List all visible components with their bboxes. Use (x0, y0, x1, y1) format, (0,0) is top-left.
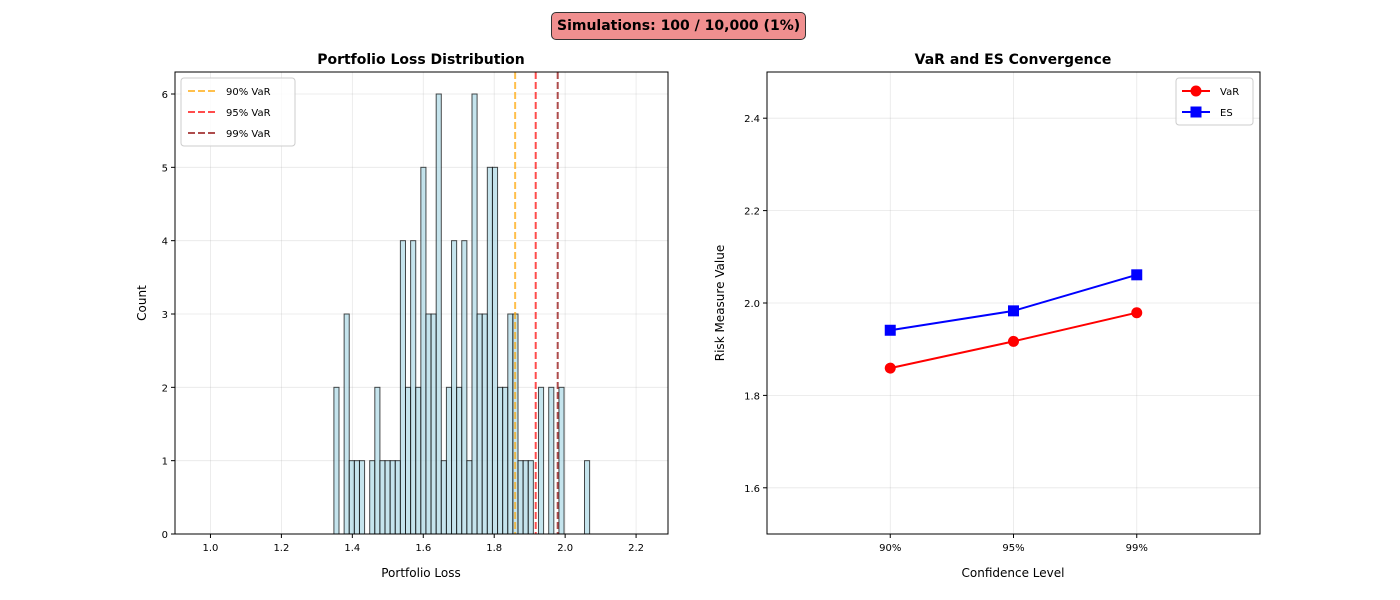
histogram-bar (471, 93, 478, 535)
x-tick-label: 90% (879, 543, 901, 554)
histogram-bar (456, 386, 463, 535)
convergence-ylabel: Risk Measure Value (713, 245, 727, 361)
loss-distribution-axes: Portfolio Loss Distribution 1.0 1.2 1.4 1.6… (135, 52, 669, 580)
histogram-bar (461, 240, 468, 535)
legend-marker (1190, 85, 1202, 97)
histogram-bar (507, 313, 514, 535)
y-tick-label: 1.6 (744, 484, 760, 495)
y-tick-label: 4 (162, 237, 168, 248)
histogram-bar (522, 460, 529, 535)
es-point (1008, 305, 1019, 317)
legend-label: 95% VaR (226, 108, 271, 119)
convergence-legend: VaR ES (1175, 77, 1254, 126)
histogram-bar (435, 93, 442, 535)
histogram-bar (491, 166, 499, 535)
histogram-bar (348, 460, 355, 535)
y-tick-label: 2.2 (744, 207, 760, 218)
histogram-bar (358, 460, 366, 535)
y-tick-label: 2.0 (744, 299, 760, 310)
histogram-bar (476, 313, 483, 535)
x-tick-label: 95% (1002, 543, 1024, 554)
loss-distribution-legend: 90% VaR 95% VaR 99% VaR (180, 77, 296, 147)
x-tick-label: 1.4 (344, 543, 360, 554)
histogram-bar (497, 386, 504, 535)
var-point (884, 362, 896, 374)
es-point (884, 324, 896, 336)
y-tick-label: 1.8 (744, 391, 760, 402)
legend-label: 99% VaR (226, 129, 271, 140)
histogram-bar (548, 386, 555, 535)
x-tick-label: 1.2 (273, 543, 289, 554)
histogram-bar (410, 240, 417, 535)
x-tick-label: 1.6 (415, 543, 431, 554)
histogram-bar (389, 460, 396, 535)
histogram-bar (527, 460, 534, 535)
histogram-bar (404, 386, 412, 535)
legend-label: ES (1220, 108, 1233, 119)
legend-label: 90% VaR (226, 87, 271, 98)
histogram-bar (537, 386, 545, 535)
x-tick-label: 2.0 (557, 543, 573, 554)
histogram-bar (353, 460, 360, 535)
var-point (1008, 335, 1019, 347)
x-tick-label: 99% (1126, 543, 1148, 554)
histogram-bar (445, 386, 453, 535)
y-tick-label: 6 (162, 90, 168, 101)
histogram-bar (558, 386, 565, 535)
y-tick-label: 2.4 (744, 114, 760, 125)
histogram-bar (379, 460, 386, 535)
histogram-bar (517, 460, 524, 535)
histogram-bar (369, 460, 376, 535)
var-point (1131, 307, 1143, 319)
histogram-bar (425, 313, 432, 535)
convergence-axes: VaR and ES Convergence 90% 95% 99% 1.6 1.8 2… (713, 52, 1261, 580)
histogram-bar (502, 386, 509, 535)
histogram-bar (481, 313, 488, 535)
x-tick-label: 1.0 (203, 543, 219, 554)
convergence-title: VaR and ES Convergence (915, 52, 1112, 68)
y-tick-label: 0 (162, 530, 168, 541)
histogram-bar (420, 166, 427, 535)
y-tick-label: 1 (162, 457, 168, 468)
histogram-bar (394, 460, 401, 535)
histogram-bar (343, 313, 350, 535)
x-tick-label: 2.2 (628, 543, 644, 554)
y-tick-label: 3 (162, 310, 168, 321)
es-point (1131, 269, 1143, 281)
legend-label: VaR (1220, 87, 1239, 98)
histogram-bar (374, 386, 381, 535)
loss-distribution-xlabel: Portfolio Loss (381, 566, 461, 580)
histogram-bar (451, 240, 458, 535)
simulation-progress-badge: Simulations: 100 / 10,000 (1%) (551, 12, 807, 40)
histogram-bar (333, 386, 340, 535)
histogram-bar (415, 386, 422, 535)
histogram-bar (399, 240, 406, 535)
loss-distribution-ylabel: Count (135, 285, 149, 321)
y-tick-label: 2 (162, 383, 168, 394)
loss-distribution-title: Portfolio Loss Distribution (317, 52, 525, 68)
histogram-bar (584, 460, 591, 535)
loss-distribution-frame (174, 71, 669, 535)
y-tick-label: 5 (162, 163, 168, 174)
legend-marker (1190, 106, 1202, 118)
histogram-bar (440, 460, 447, 535)
histogram-bar (466, 460, 473, 535)
histogram-bar (430, 313, 437, 535)
x-tick-label: 1.8 (486, 543, 502, 554)
histogram-bar (486, 166, 493, 535)
convergence-xlabel: Confidence Level (962, 566, 1065, 580)
histogram-bar (384, 460, 391, 535)
